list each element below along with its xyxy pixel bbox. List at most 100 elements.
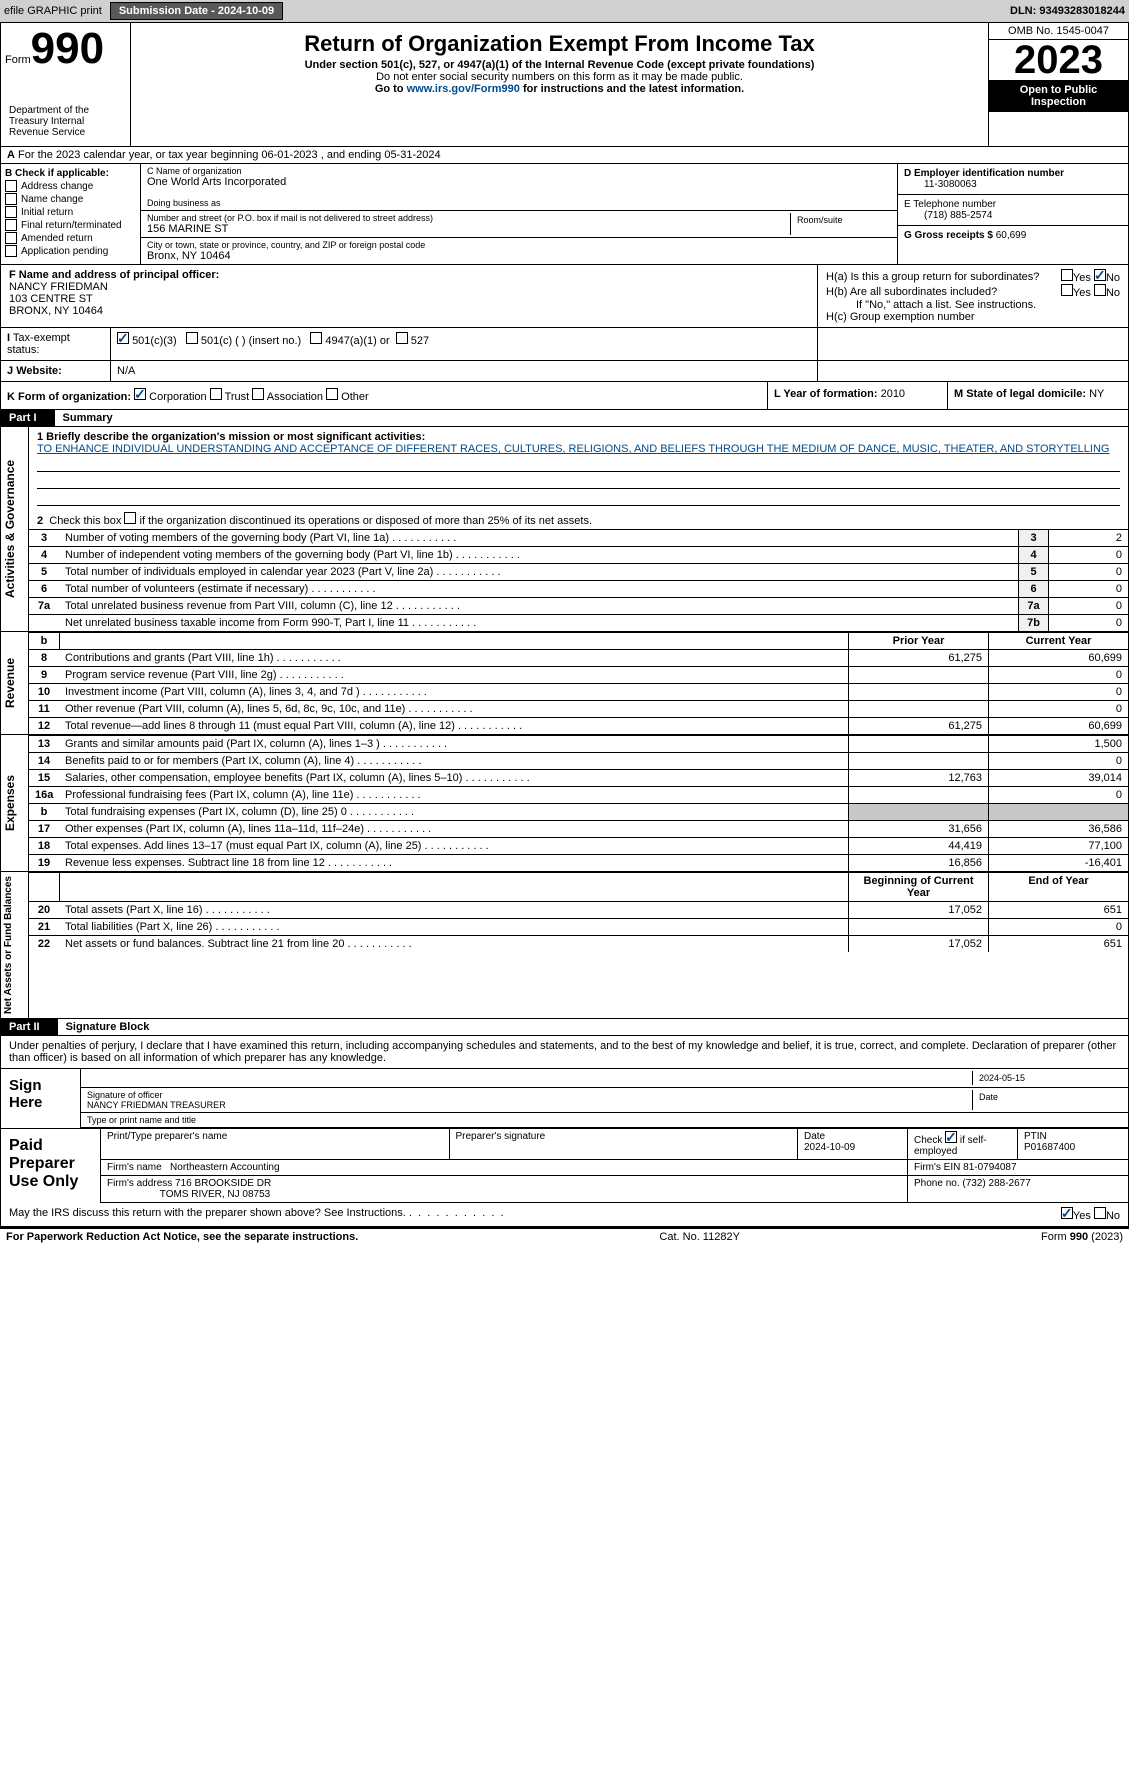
exp-section: Expenses 13 Grants and similar amounts p…	[0, 735, 1129, 872]
chk-name[interactable]	[5, 193, 17, 205]
hb-yes[interactable]	[1061, 284, 1073, 296]
pra: For Paperwork Reduction Act Notice, see …	[6, 1231, 358, 1243]
submission-btn: Submission Date - 2024-10-09	[110, 2, 283, 20]
discuss-row: May the IRS discuss this return with the…	[1, 1203, 1128, 1226]
ptin-lab: PTIN	[1024, 1131, 1047, 1142]
domicile: NY	[1089, 388, 1104, 400]
line-8: 8 Contributions and grants (Part VIII, l…	[29, 649, 1128, 666]
box-b-title: B Check if applicable:	[5, 168, 109, 179]
line-9: 9 Program service revenue (Part VIII, li…	[29, 666, 1128, 683]
j-lab: Website:	[16, 365, 62, 377]
sig-lab: Signature of officer	[87, 1090, 162, 1100]
line-b: b Total fundraising expenses (Part IX, c…	[29, 803, 1128, 820]
line-7a: 7a Total unrelated business revenue from…	[29, 597, 1128, 614]
officer-lab: F Name and address of principal officer:	[9, 269, 219, 281]
trust: Trust	[225, 391, 250, 403]
chk-corp[interactable]	[134, 388, 146, 400]
firm-name-lab: Firm's name	[107, 1162, 162, 1173]
city: Bronx, NY 10464	[147, 250, 891, 262]
hdr-curr: Current Year	[988, 633, 1128, 649]
gov-label: Activities & Governance	[1, 427, 29, 631]
p-date: 2024-10-09	[804, 1142, 855, 1153]
h-note: If "No," attach a list. See instructions…	[826, 299, 1120, 311]
h-c: H(c) Group exemption number	[826, 311, 1120, 323]
discuss-yes[interactable]	[1061, 1207, 1073, 1219]
l-lab: L Year of formation:	[774, 388, 878, 400]
gross: 60,699	[996, 230, 1027, 241]
tax-period: For the 2023 calendar year, or tax year …	[18, 149, 441, 161]
opt-final: Final return/terminated	[21, 220, 122, 231]
ha-no[interactable]	[1094, 269, 1106, 281]
chk-self-emp[interactable]	[945, 1131, 957, 1143]
ha-yes[interactable]	[1061, 269, 1073, 281]
mission-lab: 1 Briefly describe the organization's mi…	[37, 431, 425, 443]
firm-name: Northeastern Accounting	[170, 1162, 280, 1173]
dba-lab: Doing business as	[147, 198, 891, 208]
chk-501c[interactable]	[186, 332, 198, 344]
chk-4947[interactable]	[310, 332, 322, 344]
ein-lab: D Employer identification number	[904, 168, 1064, 179]
i-lab: Tax-exempt status:	[7, 332, 70, 356]
line-22: 22 Net assets or fund balances. Subtract…	[29, 935, 1128, 952]
tax-year: 2023	[989, 40, 1128, 80]
firm-addr1: 716 BROOKSIDE DR	[175, 1178, 271, 1189]
officer-name: NANCY FRIEDMAN	[9, 281, 108, 293]
527: 527	[411, 335, 429, 347]
h-a: H(a) Is this a group return for subordin…	[826, 271, 1039, 283]
chk-other[interactable]	[326, 388, 338, 400]
4947: 4947(a)(1) or	[325, 335, 389, 347]
room-lab: Room/suite	[797, 215, 885, 225]
street: 156 MARINE ST	[147, 223, 790, 235]
part1-hdr: Part I Summary	[0, 410, 1129, 427]
chk-discontinued[interactable]	[124, 512, 136, 524]
k-lab: K Form of organization:	[7, 391, 131, 403]
chk-amended[interactable]	[5, 232, 17, 244]
chk-initial[interactable]	[5, 206, 17, 218]
officer-addr2: BRONX, NY 10464	[9, 305, 103, 317]
opt-initial: Initial return	[21, 207, 73, 218]
line-21: 21 Total liabilities (Part X, line 26) 0	[29, 918, 1128, 935]
h-b: H(b) Are all subordinates included?	[826, 286, 997, 298]
paid-lab: Paid Preparer Use Only	[1, 1129, 101, 1203]
chk-final[interactable]	[5, 219, 17, 231]
rev-label: Revenue	[1, 632, 29, 734]
net-section: Net Assets or Fund Balances Beginning of…	[0, 872, 1129, 1019]
tel: (718) 885-2574	[904, 210, 1122, 221]
line-13: 13 Grants and similar amounts paid (Part…	[29, 735, 1128, 752]
firm-ein-lab: Firm's EIN	[914, 1162, 960, 1173]
cat-no: Cat. No. 11282Y	[659, 1231, 740, 1243]
chk-assoc[interactable]	[252, 388, 264, 400]
chk-address[interactable]	[5, 180, 17, 192]
street-lab: Number and street (or P.O. box if mail i…	[147, 213, 790, 223]
p-date-lab: Date	[804, 1131, 825, 1142]
form-number: 990	[31, 27, 104, 71]
line-4: 4 Number of independent voting members o…	[29, 546, 1128, 563]
chk-501c3[interactable]	[117, 332, 129, 344]
firm-addr2: TOMS RIVER, NJ 08753	[160, 1189, 270, 1200]
p-sig-lab: Preparer's signature	[450, 1129, 799, 1159]
p-name-lab: Print/Type preparer's name	[101, 1129, 450, 1159]
row-j: J Website: N/A	[0, 361, 1129, 382]
irs-link[interactable]: www.irs.gov/Form990	[407, 83, 520, 95]
chk-trust[interactable]	[210, 388, 222, 400]
box-b: B Check if applicable: Address change Na…	[1, 164, 141, 264]
opt-amended: Amended return	[21, 233, 93, 244]
chk-527[interactable]	[396, 332, 408, 344]
form-header: Form 990 Department of the Treasury Inte…	[0, 23, 1129, 147]
line-18: 18 Total expenses. Add lines 13–17 (must…	[29, 837, 1128, 854]
line-12: 12 Total revenue—add lines 8 through 11 …	[29, 717, 1128, 734]
m-lab: M State of legal domicile:	[954, 388, 1086, 400]
hb-no[interactable]	[1094, 284, 1106, 296]
subtitle2: Do not enter social security numbers on …	[137, 71, 982, 83]
assoc: Association	[267, 391, 323, 403]
discuss-no[interactable]	[1094, 1207, 1106, 1219]
dept-label: Department of the Treasury Internal Reve…	[5, 101, 126, 142]
sig-date: 2024-05-15	[972, 1071, 1122, 1085]
city-lab: City or town, state or province, country…	[147, 240, 891, 250]
chk-app[interactable]	[5, 245, 17, 257]
officer-addr1: 103 CENTRE ST	[9, 293, 93, 305]
opt-app: Application pending	[21, 246, 108, 257]
form-title: Return of Organization Exempt From Incom…	[137, 31, 982, 57]
box-d: D Employer identification number 11-3080…	[898, 164, 1128, 264]
firm-ein: 81-0794087	[963, 1162, 1016, 1173]
